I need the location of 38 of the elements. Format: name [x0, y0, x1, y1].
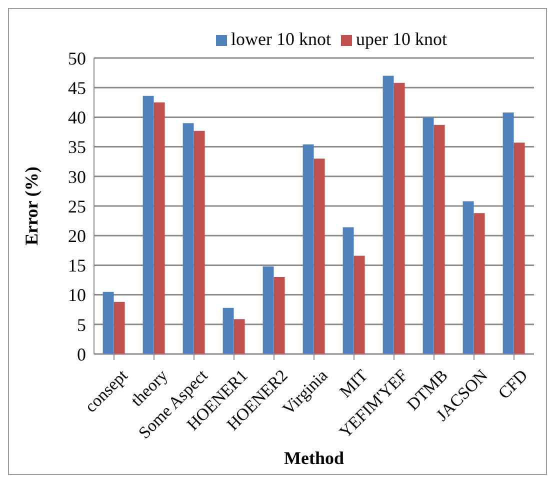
bar	[434, 124, 445, 354]
x-tick-label: CFD	[494, 366, 532, 403]
y-tick-label: 30	[68, 166, 86, 187]
bar	[422, 117, 434, 354]
bar	[102, 292, 114, 354]
y-axis-title: Error (%)	[21, 166, 42, 246]
y-tick-label: 15	[68, 256, 86, 276]
bar	[382, 76, 394, 354]
y-tick-label: 35	[68, 137, 86, 158]
bar	[354, 256, 365, 354]
bar	[194, 130, 205, 354]
bar	[234, 319, 245, 354]
legend-label: lower 10 knot	[231, 29, 331, 49]
bar	[314, 158, 325, 354]
y-tick-label: 20	[68, 226, 86, 246]
bar	[462, 201, 474, 354]
bar	[274, 277, 285, 354]
x-axis-title: Method	[284, 448, 344, 468]
bar	[474, 213, 485, 354]
bar	[302, 144, 314, 354]
y-tick-label: 0	[77, 344, 86, 364]
bar	[182, 123, 194, 354]
y-tick-label: 10	[68, 285, 86, 306]
bar	[514, 142, 525, 354]
bar	[262, 266, 274, 354]
y-tick-label: 45	[68, 78, 86, 98]
bar	[114, 302, 125, 354]
bar	[394, 82, 405, 354]
bar	[222, 308, 234, 354]
legend-label: uper 10 knot	[356, 29, 447, 49]
y-tick-label: 5	[77, 314, 86, 335]
bar	[142, 96, 154, 354]
y-tick-label: 25	[68, 196, 86, 216]
y-tick-label: 40	[68, 108, 86, 128]
bar	[502, 112, 514, 354]
y-tick-label: 50	[68, 48, 86, 68]
bar	[342, 227, 354, 354]
bar	[154, 102, 165, 354]
